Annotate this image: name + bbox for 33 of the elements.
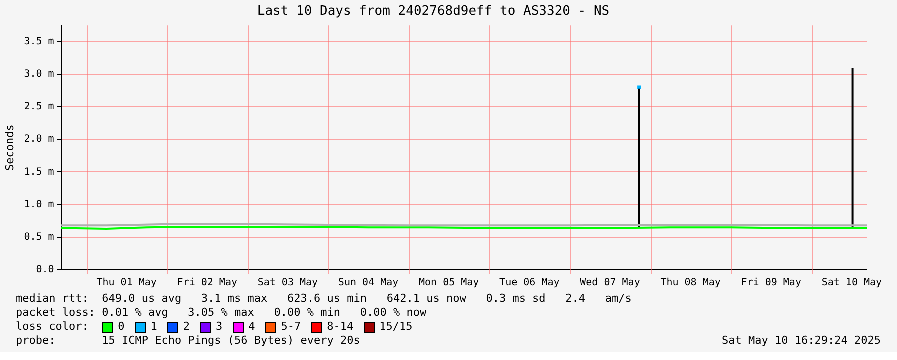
x-tick-label: Thu 01 May (96, 278, 157, 289)
y-tick-label: 3.5 m (24, 36, 54, 48)
x-tick-label: Sat 03 May (258, 278, 318, 289)
text: median rtt: 649.0 us avg 3.1 ms max 623.6 us min 642.1 us now 0.3 ms sd 2.4 am/s (16, 292, 633, 306)
y-tick-label: 0.5 m (24, 232, 54, 244)
x-tick-label: Fri 02 May (177, 278, 238, 289)
x-tick-label: Sun 04 May (338, 278, 399, 289)
legend-label: 2 (183, 320, 190, 334)
y-tick-label: 1.5 m (24, 166, 54, 178)
y-axis-title: Seconds (3, 124, 16, 171)
x-tick-label: Fri 09 May (741, 278, 802, 289)
y-tick-label: 2.5 m (24, 102, 54, 113)
text: probe: 15 ICMP Echo Pings (56 Bytes) every 20s (16, 334, 360, 348)
x-tick-label: Thu 08 May (660, 278, 721, 289)
text: Sat May 10 16:29:24 2025 (722, 334, 881, 348)
legend-label: 3 (216, 320, 223, 334)
y-tick-label: 3.0 m (24, 69, 54, 80)
x-tick-label: Mon 05 May (418, 278, 480, 289)
chart-title: Last 10 Days from 2402768d9eff to AS3320 - NS (257, 4, 610, 20)
x-tick-label: Sat 10 May (822, 278, 882, 289)
x-tick-label: Wed 07 May (580, 278, 640, 289)
legend-title: loss color: (16, 320, 90, 334)
y-tick-label: 0.0 (36, 264, 54, 276)
legend-label: 5-7 (281, 320, 302, 334)
legend-label: 15/15 (380, 320, 413, 334)
text: packet loss: 0.01 % avg 3.05 % max 0.00 % min 0.00 % now (16, 306, 428, 320)
legend-label: 1 (150, 320, 158, 334)
legend-label: 4 (248, 320, 256, 334)
legend-label: 0 (118, 320, 125, 334)
x-tick-label: Tue 06 May (500, 278, 560, 289)
y-tick-label: 1.0 m (24, 199, 54, 210)
legend-label: 8-14 (327, 320, 354, 334)
y-tick-label: 2.0 m (24, 134, 54, 146)
